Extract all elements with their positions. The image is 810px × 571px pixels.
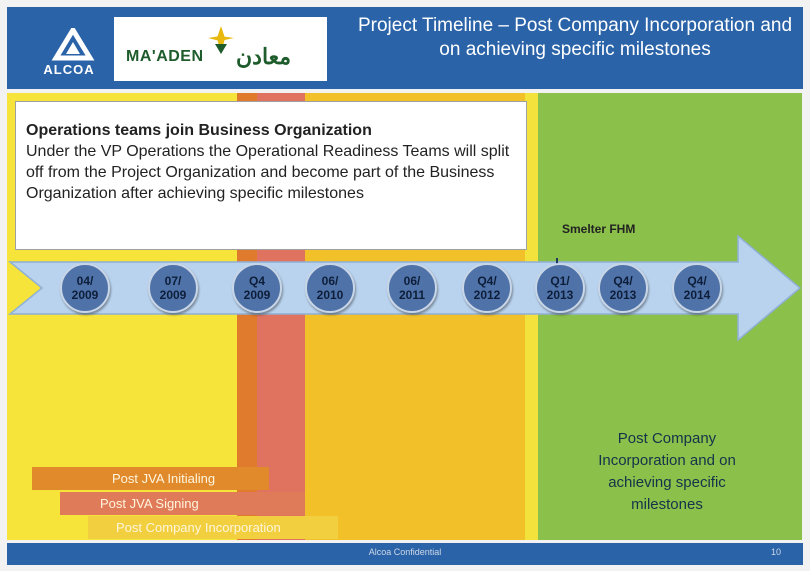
milestone-year: 2009 bbox=[71, 288, 99, 302]
phase-bar-company-incorporation: Post Company Incorporation bbox=[88, 516, 338, 539]
smelter-fhm-label: Smelter FHM bbox=[562, 222, 636, 236]
callout-box: Operations teams join Business Organizat… bbox=[15, 101, 527, 250]
milestone-node: Q1/2013 bbox=[535, 263, 585, 313]
milestone-year: 2011 bbox=[398, 288, 426, 302]
milestone-period: 06/ bbox=[321, 274, 339, 288]
milestone-year: 2013 bbox=[546, 288, 574, 302]
milestone-period: Q4/ bbox=[477, 274, 497, 288]
milestone-period: Q1/ bbox=[550, 274, 570, 288]
milestone-year: 2009 bbox=[243, 288, 271, 302]
milestone-year: 2012 bbox=[473, 288, 501, 302]
milestone-node: 04/2009 bbox=[60, 263, 110, 313]
phase-bar-jva-initialing: Post JVA Initialing bbox=[32, 467, 269, 490]
milestone-node: 06/2011 bbox=[387, 263, 437, 313]
milestone-node: 06/2010 bbox=[305, 263, 355, 313]
footer-confidential: Alcoa Confidential bbox=[368, 547, 442, 557]
milestone-period: Q4/ bbox=[613, 274, 633, 288]
milestone-year: 2014 bbox=[683, 288, 711, 302]
milestone-node: 07/2009 bbox=[148, 263, 198, 313]
maaden-emblem-icon bbox=[208, 26, 234, 54]
milestone-period: 07/ bbox=[164, 274, 182, 288]
green-zone-label: Post Company Incorporation and on achiev… bbox=[598, 430, 736, 513]
alcoa-logo-text: ALCOA bbox=[43, 62, 95, 77]
maaden-logo-arabic: معادن bbox=[236, 44, 292, 69]
alcoa-logo-icon bbox=[46, 25, 100, 80]
page-number: 10 bbox=[770, 547, 781, 557]
milestone-year: 2009 bbox=[159, 288, 187, 302]
zone-transition bbox=[525, 93, 538, 540]
milestone-period: 06/ bbox=[403, 274, 421, 288]
milestone-node: Q4/2014 bbox=[672, 263, 722, 313]
phase-label-company-incorporation: Post Company Incorporation bbox=[116, 520, 281, 535]
milestone-year: 2010 bbox=[316, 288, 344, 302]
slide-title: Project Timeline – Post Company Incorpor… bbox=[357, 15, 793, 60]
maaden-logo-latin: MA'ADEN bbox=[126, 48, 204, 65]
milestone-period: 04/ bbox=[76, 274, 94, 288]
milestone-node: Q4/2012 bbox=[462, 263, 512, 313]
footer-bar: Alcoa Confidential 10 bbox=[7, 543, 803, 565]
milestone-year: 2013 bbox=[609, 288, 637, 302]
milestone-node: Q4 2009 bbox=[232, 263, 282, 313]
milestone-period: Q4/ bbox=[687, 274, 707, 288]
milestone-node: Q4/2013 bbox=[598, 263, 648, 313]
milestone-period: Q4 bbox=[248, 274, 265, 288]
phase-bar-jva-signing: Post JVA Signing bbox=[60, 492, 305, 515]
callout-body: Under the VP Operations the Operational … bbox=[26, 143, 510, 202]
phase-label-jva-signing: Post JVA Signing bbox=[100, 496, 199, 511]
phase-label-jva-initialing: Post JVA Initialing bbox=[112, 471, 216, 486]
callout-title: Operations teams join Business Organizat… bbox=[26, 122, 372, 139]
